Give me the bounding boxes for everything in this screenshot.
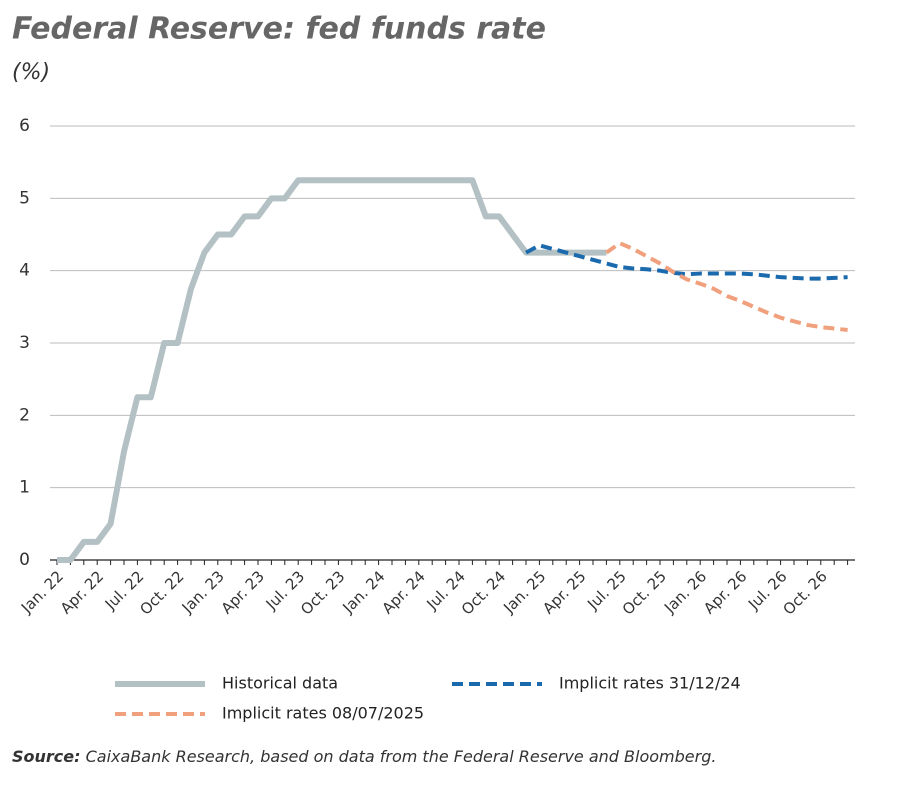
x-tick-label: Jan. 22: [17, 567, 67, 617]
chart-title: Federal Reserve: fed funds rate: [12, 12, 546, 47]
legend-label: Historical data: [222, 674, 338, 693]
y-tick-label: 5: [19, 188, 30, 208]
legend-label: Implicit rates 31/12/24: [559, 674, 741, 693]
x-tick-label: Oct. 25: [619, 567, 670, 618]
x-tick-label: Jan. 24: [339, 567, 389, 617]
x-tick-label: Oct. 23: [297, 567, 348, 618]
x-tick-label: Apr. 22: [57, 567, 107, 617]
series-line: [57, 177, 607, 563]
y-tick-label: 3: [19, 333, 30, 353]
x-tick-label: Apr. 24: [378, 567, 428, 617]
series-line: [605, 241, 848, 332]
x-tick-label: Apr. 23: [218, 567, 268, 617]
series-line: [525, 243, 848, 281]
y-tick-label: 1: [19, 478, 30, 498]
x-tick-label: Apr. 26: [700, 567, 750, 617]
y-tick-label: 2: [19, 405, 30, 425]
legend-label: Implicit rates 08/07/2025: [222, 704, 424, 723]
x-tick-label: Oct. 24: [458, 567, 509, 618]
y-tick-label: 4: [19, 261, 30, 281]
chart-subtitle: (%): [12, 60, 50, 85]
x-tick-label: Oct. 26: [780, 567, 831, 618]
y-tick-label: 0: [19, 550, 30, 570]
x-tick-label: Apr. 25: [539, 567, 589, 617]
source-text: CaixaBank Research, based on data from t…: [86, 747, 717, 766]
x-tick-label: Jan. 26: [660, 567, 710, 617]
y-tick-label: 6: [19, 116, 30, 136]
x-tick-label: Oct. 22: [136, 567, 187, 618]
x-tick-label: Jan. 23: [178, 567, 228, 617]
source: Source: CaixaBank Research, based on dat…: [12, 747, 716, 766]
x-tick-label: Jan. 25: [499, 567, 549, 617]
source-label: Source:: [12, 747, 81, 766]
